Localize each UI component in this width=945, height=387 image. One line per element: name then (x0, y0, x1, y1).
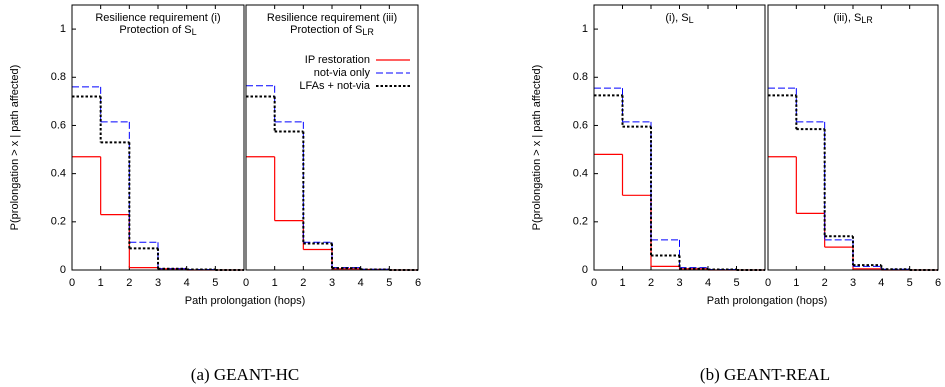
legend-label: LFAs + not-via (299, 80, 371, 92)
x-axis-label: Path prolongation (hops) (707, 295, 827, 307)
plot-frame (767, 4, 939, 271)
y-tick-label: 0.8 (573, 71, 588, 83)
x-tick-label: 3 (329, 277, 335, 289)
caption: (a) GEANT-HC (191, 365, 299, 384)
x-tick-label: 3 (676, 277, 682, 289)
x-tick-label: 5 (212, 277, 218, 289)
x-tick-label: 4 (705, 277, 711, 289)
panel-title: (iii), SLR (833, 12, 873, 25)
y-tick-label: 0.6 (51, 119, 66, 131)
y-tick-label: 1 (582, 23, 588, 35)
x-tick-label: 1 (272, 277, 278, 289)
y-axis-label: P(prolongation > x | path affected) (9, 65, 21, 231)
panel-title-text: Resilience requirement (iii) (267, 12, 397, 24)
legend-label: not-via only (314, 67, 371, 79)
y-tick-label: 0.4 (573, 168, 588, 180)
y-tick-label: 0 (60, 264, 66, 276)
x-tick-label: 2 (300, 277, 306, 289)
x-tick-label: 5 (733, 277, 739, 289)
x-tick-label: 3 (155, 277, 161, 289)
x-tick-label: 6 (935, 277, 941, 289)
x-tick-label: 4 (184, 277, 190, 289)
x-tick-label: 4 (878, 277, 884, 289)
x-axis-label: Path prolongation (hops) (185, 295, 305, 307)
panel-title-text: Resilience requirement (i) (95, 12, 220, 24)
caption: (b) GEANT-REAL (700, 365, 830, 384)
x-tick-label: 0 (243, 277, 249, 289)
legend-label: IP restoration (305, 54, 370, 66)
panel-title-subscript: L (689, 15, 694, 25)
x-tick-label: 1 (619, 277, 625, 289)
panel-title-text: (i), S (665, 12, 688, 24)
y-tick-label: 0.6 (573, 119, 588, 131)
y-tick-label: 0.2 (573, 216, 588, 228)
x-tick-label: 0 (69, 277, 75, 289)
panel-title-subscript: LR (362, 27, 374, 37)
x-tick-label: 1 (793, 277, 799, 289)
x-tick-label: 3 (850, 277, 856, 289)
y-tick-label: 0 (582, 264, 588, 276)
panel-title: Protection of SLR (290, 24, 374, 37)
y-tick-label: 1 (60, 23, 66, 35)
panel-title: Protection of SL (119, 24, 196, 37)
x-tick-label: 2 (822, 277, 828, 289)
x-tick-label: 0 (765, 277, 771, 289)
x-tick-label: 5 (386, 277, 392, 289)
x-tick-label: 0 (591, 277, 597, 289)
panel-title-text: (iii), S (833, 12, 861, 24)
x-tick-label: 6 (415, 277, 421, 289)
panel-title-subscript: LR (861, 15, 873, 25)
x-tick-label: 2 (126, 277, 132, 289)
x-tick-label: 1 (98, 277, 104, 289)
plot-frame (71, 4, 245, 271)
x-tick-label: 2 (648, 277, 654, 289)
x-tick-label: 4 (358, 277, 364, 289)
plot-frame (245, 4, 419, 271)
plot-frame (593, 4, 766, 271)
panel-title: Resilience requirement (i) (95, 12, 220, 24)
y-tick-label: 0.2 (51, 216, 66, 228)
panel-title-text: Protection of S (119, 24, 191, 36)
panel-title-text: Protection of S (290, 24, 362, 36)
y-tick-label: 0.8 (51, 71, 66, 83)
x-tick-label: 5 (907, 277, 913, 289)
y-axis-label: P(prolongation > x | path affected) (531, 65, 543, 231)
y-tick-label: 0.4 (51, 168, 66, 180)
panel-title: Resilience requirement (iii) (267, 12, 397, 24)
panel-title-subscript: L (192, 27, 197, 37)
panel-title: (i), SL (665, 12, 693, 25)
